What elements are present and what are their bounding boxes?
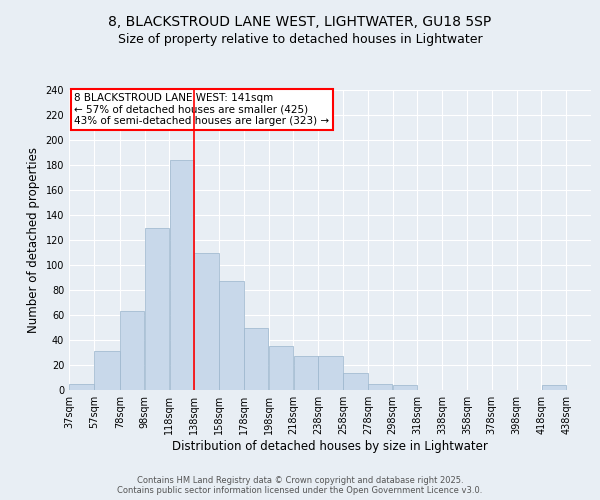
Y-axis label: Number of detached properties: Number of detached properties: [27, 147, 40, 333]
Bar: [219, 281, 244, 390]
Bar: [293, 356, 318, 390]
Bar: [368, 384, 392, 390]
Bar: [244, 328, 268, 390]
Bar: [343, 372, 368, 390]
Text: Size of property relative to detached houses in Lightwater: Size of property relative to detached ho…: [118, 34, 482, 46]
Bar: [145, 228, 169, 390]
Bar: [94, 351, 119, 390]
Text: Contains HM Land Registry data © Crown copyright and database right 2025.
Contai: Contains HM Land Registry data © Crown c…: [118, 476, 482, 495]
Bar: [194, 252, 219, 390]
Bar: [170, 160, 194, 390]
X-axis label: Distribution of detached houses by size in Lightwater: Distribution of detached houses by size …: [172, 440, 488, 453]
Bar: [393, 385, 417, 390]
Bar: [120, 311, 145, 390]
Text: 8, BLACKSTROUD LANE WEST, LIGHTWATER, GU18 5SP: 8, BLACKSTROUD LANE WEST, LIGHTWATER, GU…: [109, 16, 491, 30]
Bar: [269, 346, 293, 390]
Bar: [319, 356, 343, 390]
Text: 8 BLACKSTROUD LANE WEST: 141sqm
← 57% of detached houses are smaller (425)
43% o: 8 BLACKSTROUD LANE WEST: 141sqm ← 57% of…: [74, 93, 329, 126]
Bar: [69, 384, 94, 390]
Bar: [542, 385, 566, 390]
